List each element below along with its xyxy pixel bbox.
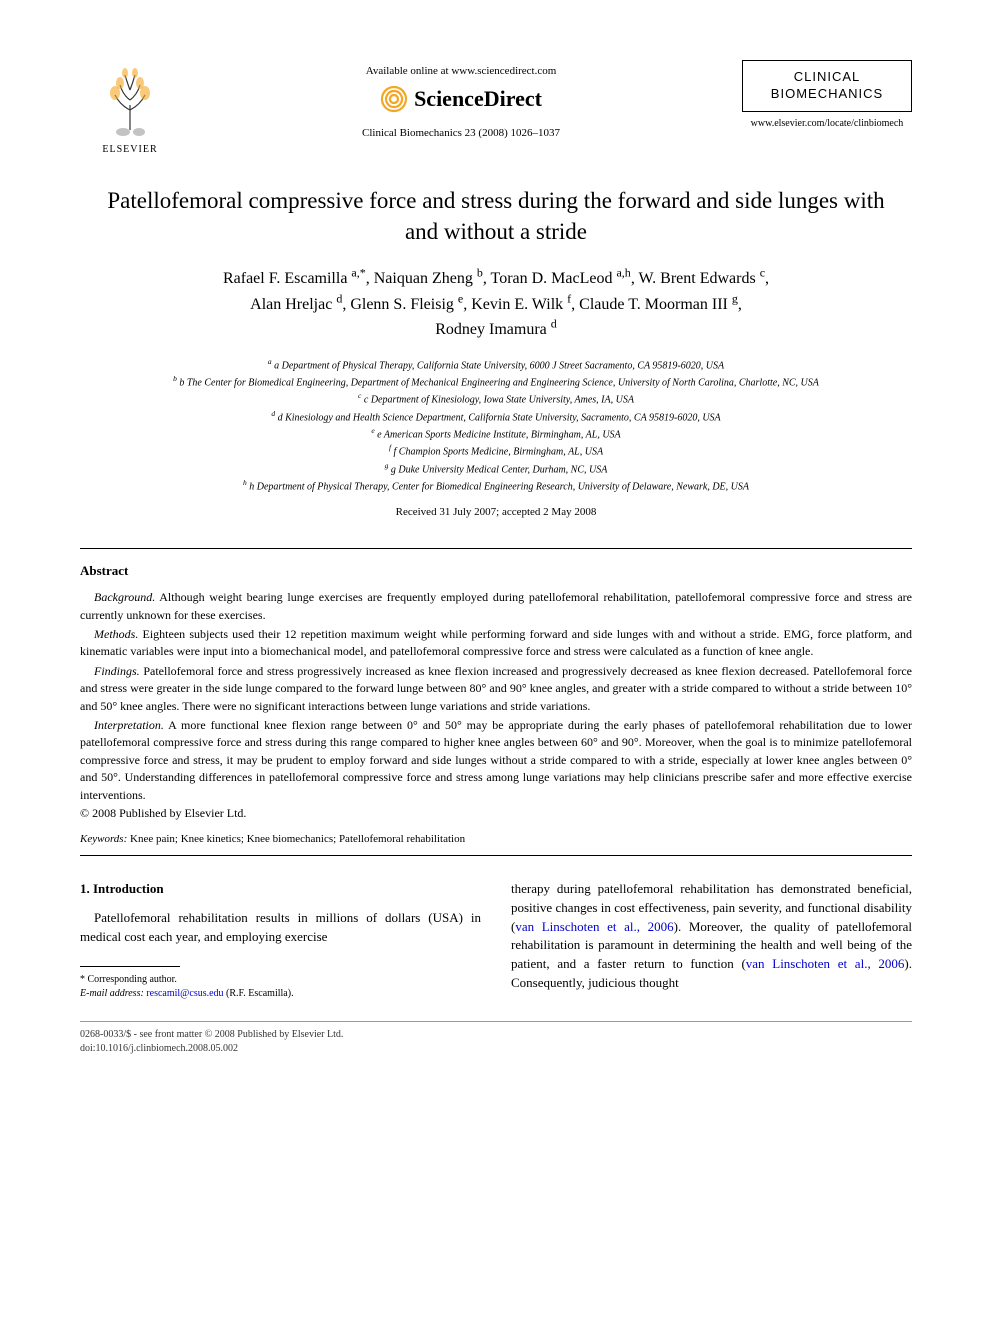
divider-top [80, 548, 912, 549]
authors-line-2: Alan Hreljac d, Glenn S. Fleisig e, Kevi… [250, 296, 742, 313]
authors-line-1: Rafael F. Escamilla a,*, Naiquan Zheng b… [223, 270, 769, 287]
affiliation-b: b b The Center for Biomedical Engineerin… [80, 373, 912, 390]
publisher-block: ELSEVIER [80, 60, 180, 155]
journal-title-box: CLINICAL BIOMECHANICS [742, 60, 912, 112]
column-left: 1. Introduction Patellofemoral rehabilit… [80, 880, 481, 1002]
citation-link-2[interactable]: van Linschoten et al., 2006 [746, 956, 905, 971]
body-columns: 1. Introduction Patellofemoral rehabilit… [80, 880, 912, 1002]
footnote-block: * Corresponding author. E-mail address: … [80, 973, 481, 1001]
divider-bottom [80, 855, 912, 856]
affiliation-e: e e American Sports Medicine Institute, … [80, 425, 912, 442]
authors-block: Rafael F. Escamilla a,*, Naiquan Zheng b… [90, 265, 902, 342]
abstract-heading: Abstract [80, 563, 912, 579]
affiliation-a: a a Department of Physical Therapy, Cali… [80, 356, 912, 373]
abstract-background: Background. Although weight bearing lung… [80, 589, 912, 624]
citation-line: Clinical Biomechanics 23 (2008) 1026–103… [180, 127, 742, 139]
sciencedirect-row: ScienceDirect [180, 85, 742, 113]
journal-block: CLINICAL BIOMECHANICS www.elsevier.com/l… [742, 60, 912, 129]
column-right: therapy during patellofemoral rehabilita… [511, 880, 912, 1002]
sciencedirect-wordmark: ScienceDirect [414, 86, 542, 112]
corresponding-author: * Corresponding author. [80, 973, 481, 987]
article-title: Patellofemoral compressive force and str… [100, 185, 892, 247]
affiliation-g: g g Duke University Medical Center, Durh… [80, 460, 912, 477]
section-1-heading: 1. Introduction [80, 880, 481, 899]
sciencedirect-swirl-icon [380, 85, 408, 113]
col-left-para-1: Patellofemoral rehabilitation results in… [80, 909, 481, 947]
affiliation-d: d d Kinesiology and Health Science Depar… [80, 408, 912, 425]
article-dates: Received 31 July 2007; accepted 2 May 20… [80, 506, 912, 518]
doi-line: doi:10.1016/j.clinbiomech.2008.05.002 [80, 1042, 912, 1056]
front-matter-block: 0268-0033/$ - see front matter © 2008 Pu… [80, 1028, 912, 1056]
journal-url: www.elsevier.com/locate/clinbiomech [742, 118, 912, 129]
journal-title-line2: BIOMECHANICS [749, 86, 905, 103]
front-matter-line: 0268-0033/$ - see front matter © 2008 Pu… [80, 1028, 912, 1042]
elsevier-tree-icon [95, 60, 165, 140]
affiliation-h: h h Department of Physical Therapy, Cent… [80, 477, 912, 494]
abstract-findings: Findings. Patellofemoral force and stres… [80, 663, 912, 715]
header-row: ELSEVIER Available online at www.science… [80, 60, 912, 155]
abstract-body: Background. Although weight bearing lung… [80, 589, 912, 821]
page-bottom-rule [80, 1021, 912, 1022]
journal-title-line1: CLINICAL [749, 69, 905, 86]
keywords-line: Keywords: Knee pain; Knee kinetics; Knee… [80, 833, 912, 845]
authors-line-3: Rodney Imamura d [435, 321, 557, 338]
abstract-interpretation: Interpretation. A more functional knee f… [80, 717, 912, 804]
available-online-text: Available online at www.sciencedirect.co… [180, 65, 742, 77]
email-line: E-mail address: rescamil@csus.edu (R.F. … [80, 987, 481, 1001]
affiliation-c: c c Department of Kinesiology, Iowa Stat… [80, 390, 912, 407]
header-center: Available online at www.sciencedirect.co… [180, 60, 742, 139]
footnote-rule [80, 966, 180, 967]
citation-link-1[interactable]: van Linschoten et al., 2006 [515, 919, 673, 934]
affiliation-f: f f Champion Sports Medicine, Birmingham… [80, 442, 912, 459]
email-link[interactable]: rescamil@csus.edu [146, 988, 223, 999]
page-container: ELSEVIER Available online at www.science… [0, 0, 992, 1096]
abstract-copyright: © 2008 Published by Elsevier Ltd. [80, 806, 912, 821]
affiliations-block: a a Department of Physical Therapy, Cali… [80, 356, 912, 495]
col-right-para-1: therapy during patellofemoral rehabilita… [511, 880, 912, 993]
abstract-methods: Methods. Eighteen subjects used their 12… [80, 626, 912, 661]
elsevier-label: ELSEVIER [102, 144, 157, 155]
